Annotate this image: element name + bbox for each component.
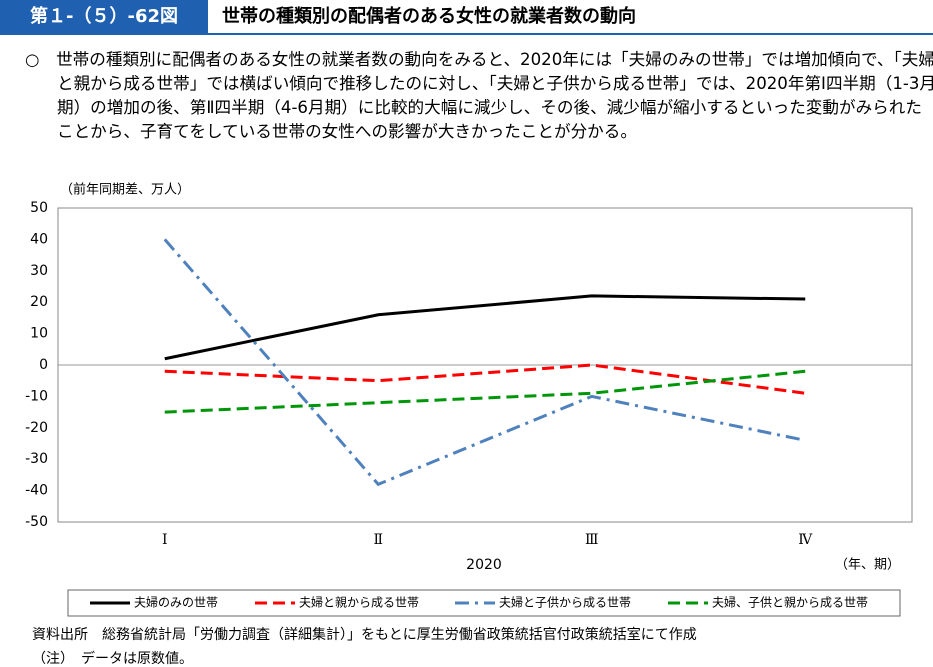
legend-label: 夫婦のみの世帯 [134, 595, 218, 610]
series-line [163, 238, 806, 487]
y-tick-label: -10 [25, 388, 48, 404]
y-tick-label: -40 [25, 483, 48, 499]
y-axis-label: （前年同期差、万人） [60, 182, 190, 198]
x-tick-label: Ⅱ [373, 532, 383, 548]
source-note: 資料出所 総務省統計局「労働力調査（詳細集計）」をもとに厚生労働省政策統括官付政… [32, 626, 697, 643]
summary-text: ○ 世帯の種類別に配偶者のある女性の就業者数の動向をみると、2020年には「夫婦… [25, 50, 933, 141]
legend-label: 夫婦と親から成る世帯 [299, 595, 419, 610]
y-tick-label: 40 [30, 231, 48, 247]
legend-label: 夫婦、子供と親から成る世帯 [712, 595, 868, 610]
note: （注） データは原数値。 [32, 650, 193, 667]
figure-number: 第１-（５）-62図 [30, 5, 178, 27]
series-line [164, 294, 806, 361]
legend-label: 夫婦と子供から成る世帯 [499, 595, 631, 610]
y-tick-label: -50 [25, 514, 48, 530]
y-tick-label: -20 [25, 420, 48, 436]
figure-number-box [0, 0, 208, 34]
figure-title: 世帯の種類別の配偶者のある女性の就業者数の動向 [222, 5, 636, 27]
y-tick-label: 30 [30, 263, 48, 279]
x-tick-label: Ⅳ [798, 532, 813, 548]
x-tick-label: Ⅰ [162, 532, 168, 548]
series-line [164, 363, 806, 395]
x-tick-label: Ⅲ [585, 532, 599, 548]
series-line [164, 369, 806, 414]
y-tick-label: 20 [30, 294, 48, 310]
y-tick-label: 0 [39, 357, 48, 373]
y-tick-label: -30 [25, 451, 48, 467]
y-tick-label: 10 [30, 326, 48, 342]
x-unit-label: （年、期） [835, 558, 900, 573]
x-axis-label: 2020 [466, 557, 502, 573]
y-tick-label: 50 [30, 200, 48, 216]
